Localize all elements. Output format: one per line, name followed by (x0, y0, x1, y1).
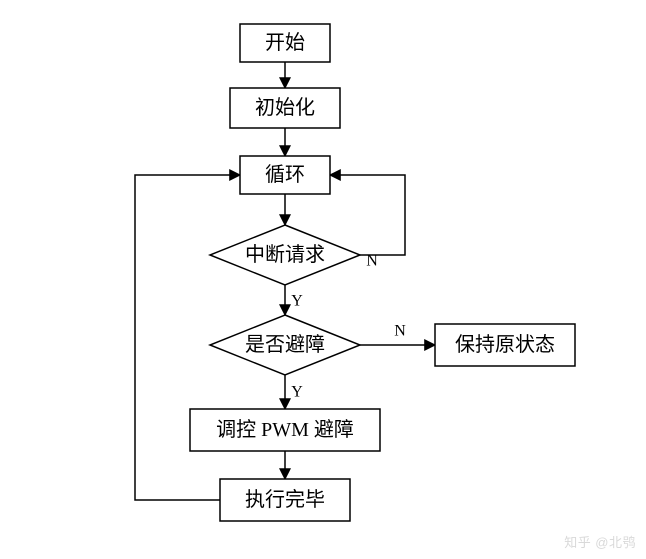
watermark-brand: 知乎 (564, 532, 591, 551)
node-label-loop: 循环 (265, 163, 305, 186)
edge-label-irq-loop: N (366, 253, 378, 270)
edge-label-avoid-pwm: Y (291, 384, 303, 401)
watermark-text: @北鸮 (595, 532, 636, 551)
node-label-start: 开始 (265, 31, 305, 54)
edge-label-irq-avoid: Y (291, 293, 303, 310)
flowchart-canvas: Y Y N N 开始初始化循环中断请求是否避障 保持原状态调控 PWM 避障执行完毕 (0, 0, 646, 559)
edge-irq-loop (330, 175, 405, 255)
edge-label-avoid-keep: N (394, 323, 406, 340)
watermark: 知乎 @北鸮 (564, 532, 636, 551)
node-label-irq: 中断请求 (245, 243, 325, 266)
nodes: 开始初始化循环中断请求是否避障 保持原状态调控 PWM 避障执行完毕 (190, 24, 575, 521)
node-label-done: 执行完毕 (245, 488, 325, 511)
node-label-avoid: 是否避障 (245, 333, 325, 356)
node-label-pwm: 调控 PWM 避障 (216, 418, 354, 441)
node-label-init: 初始化 (255, 96, 315, 119)
node-label-keep: 保持原状态 (455, 333, 555, 356)
